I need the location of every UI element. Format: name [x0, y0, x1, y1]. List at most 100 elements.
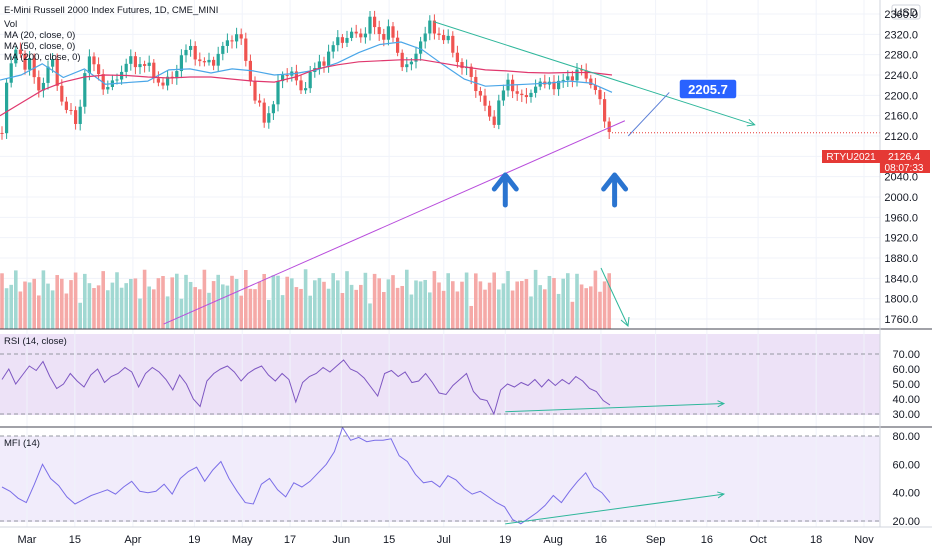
up-arrow-icon: [491, 172, 519, 192]
time-tick-label: 19: [188, 534, 200, 546]
volume-bar: [96, 285, 101, 329]
candle-body: [488, 105, 492, 117]
study-ma200-label[interactable]: MA (200, close, 0): [4, 52, 81, 63]
volume-bar: [584, 288, 588, 329]
rsi-tick-label: 40.00: [892, 394, 920, 406]
rsi-axis: 70.00 60.00 50.00 40.00 30.00: [892, 349, 920, 421]
currency-badge[interactable]: USD: [894, 7, 917, 19]
candle-body: [129, 56, 133, 64]
volume-bars: [0, 269, 611, 329]
candle-body: [124, 63, 128, 72]
volume-bar: [437, 282, 441, 329]
target-callout-box[interactable]: [678, 78, 738, 100]
candle-body: [198, 59, 202, 62]
volume-bar: [492, 272, 496, 329]
mfi-trendline-head: [717, 491, 726, 499]
volume-bar: [391, 275, 395, 329]
candle-body: [212, 59, 216, 66]
candle-body: [570, 76, 574, 81]
candle-body: [0, 132, 4, 134]
volume-bar: [382, 292, 386, 329]
mfi-tick-label: 80.00: [892, 431, 920, 443]
volume-bar: [455, 291, 460, 329]
volume-bar: [441, 290, 446, 329]
volume-bar: [115, 272, 119, 329]
price-axis[interactable]: 2360.0 2320.0 2280.0 2240.0 2200.0 2160.0 2120…: [884, 9, 918, 326]
candle-body: [455, 52, 459, 63]
volume-bar: [405, 269, 409, 329]
grid-lines: [0, 0, 880, 527]
volume-bar: [248, 288, 253, 329]
candle-body: [382, 33, 386, 40]
candle-body: [317, 61, 321, 69]
candle-body: [14, 49, 18, 64]
volume-bar: [575, 273, 579, 329]
candle-body: [37, 77, 41, 91]
volume-trend-arrow: [600, 267, 629, 327]
volume-bar: [142, 269, 147, 329]
candle-body: [331, 45, 335, 52]
volume-bar: [156, 278, 161, 329]
candle-body: [115, 79, 119, 81]
candle-body: [589, 78, 593, 86]
candle-body: [5, 82, 9, 134]
volume-bar: [331, 273, 335, 329]
candle-body: [483, 95, 487, 106]
time-tick-label: Jun: [332, 534, 350, 546]
time-tick-label: 19: [499, 534, 511, 546]
study-ma20-label[interactable]: MA (20, close, 0): [4, 30, 75, 41]
time-tick-label: 18: [810, 534, 822, 546]
time-tick-label: Nov: [854, 534, 874, 546]
last-price-badge: [822, 150, 880, 163]
candle-body: [299, 80, 303, 91]
time-axis[interactable]: Mar 15 Apr 19 May 17 Jun 15 Jul 19 Aug 16 Sep 16 Oct 18…: [18, 534, 875, 546]
volume-bar: [27, 282, 32, 329]
candle-body: [534, 86, 538, 93]
volume-bar: [165, 296, 170, 329]
price-candles[interactable]: [0, 10, 611, 140]
study-ma50-label[interactable]: MA (50, close, 0): [4, 41, 75, 52]
volume-bar: [446, 273, 450, 329]
volume-bar: [50, 290, 55, 329]
volume-bar: [184, 274, 188, 329]
price-tick-label: 1760.0: [884, 314, 918, 326]
volume-bar: [161, 276, 165, 329]
mfi-line: [1, 426, 611, 525]
candle-body: [529, 92, 533, 98]
candle-body: [216, 53, 220, 66]
volume-trend-arrow-head: [620, 316, 630, 327]
candle-body: [51, 58, 55, 67]
volume-bar: [110, 282, 115, 329]
volume-bar: [87, 283, 92, 329]
price-tick-label: 2160.0: [884, 111, 918, 123]
study-vol-label[interactable]: Vol: [4, 19, 17, 30]
trend-drawings[interactable]: [163, 21, 880, 327]
time-tick-label: Mar: [18, 534, 37, 546]
volume-bar: [451, 281, 455, 329]
candle-body: [285, 75, 289, 77]
volume-bar: [520, 281, 524, 329]
volume-bar: [4, 288, 9, 329]
volume-bar: [23, 281, 27, 329]
volume-bar: [570, 301, 575, 329]
price-tick-label: 1840.0: [884, 273, 918, 285]
volume-bar: [64, 293, 69, 329]
mfi-pane-label[interactable]: MFI (14): [4, 438, 40, 449]
rsi-pane-label[interactable]: RSI (14, close): [4, 336, 67, 347]
volume-bar: [483, 289, 487, 329]
price-tick-label: 2240.0: [884, 70, 918, 82]
candle-body: [235, 34, 239, 42]
currency-badge-box[interactable]: [891, 4, 921, 20]
candle-body: [497, 100, 501, 125]
volume-bar: [294, 287, 299, 329]
time-tick-label: 15: [69, 534, 81, 546]
candle-body: [244, 38, 248, 61]
rsi-line: [1, 359, 611, 416]
candle-body: [271, 104, 275, 114]
volume-bar: [317, 277, 322, 329]
volume-bar: [501, 283, 506, 329]
volume-bar: [221, 284, 225, 329]
candle-body: [87, 56, 91, 74]
volume-bar: [529, 296, 533, 329]
